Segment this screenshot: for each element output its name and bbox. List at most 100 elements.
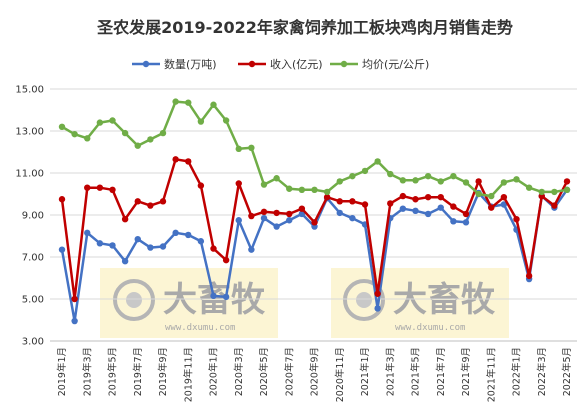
y-tick-label: 3.00: [22, 337, 44, 348]
legend-label-revenue: 收入(亿元): [270, 57, 323, 71]
data-point-revenue: [336, 198, 343, 205]
data-point-revenue: [450, 203, 457, 210]
data-point-price: [488, 192, 495, 200]
series-price: [58, 98, 571, 200]
x-tick-label: 2020年3月: [233, 347, 245, 396]
data-point-quantity: [437, 204, 444, 211]
data-point-price: [172, 98, 179, 105]
watermark-right-brand: 大畜牧: [393, 280, 496, 320]
data-point-price: [159, 129, 167, 137]
data-point-price: [210, 101, 217, 108]
data-point-revenue: [361, 201, 369, 208]
data-point-revenue: [374, 290, 381, 297]
y-tick-label: 5.00: [22, 295, 44, 306]
data-point-price: [525, 184, 533, 191]
data-point-price: [462, 179, 470, 186]
data-point-quantity: [462, 219, 470, 226]
data-point-price: [349, 172, 356, 180]
y-tick-label: 11.00: [15, 169, 44, 180]
data-point-revenue: [96, 184, 104, 191]
x-tick-label: 2020年1月: [208, 347, 220, 396]
data-point-price: [323, 188, 331, 196]
watermark-left-logo-icon: [113, 279, 155, 321]
watermark-left-logo-dot-icon: [126, 292, 142, 308]
data-point-quantity: [84, 229, 91, 237]
x-tick-label: 2022年5月: [561, 347, 573, 396]
data-point-price: [563, 186, 571, 193]
data-point-revenue: [210, 245, 217, 252]
x-tick-label: 2019年9月: [157, 347, 169, 396]
watermark-right: 大畜牧 www.dxumu.com: [331, 268, 509, 338]
data-point-revenue: [248, 212, 255, 220]
data-point-quantity: [500, 201, 508, 208]
data-point-revenue: [525, 272, 533, 280]
x-axis: 2019年1月 2019年3月 2019年5月 2019年7月 2019年9月 2019年…: [56, 347, 573, 402]
watermark-right-logo-icon: [343, 279, 385, 321]
legend-label-price: 均价(元/公斤): [362, 58, 429, 71]
data-point-quantity: [222, 293, 230, 301]
data-point-quantity: [109, 242, 116, 249]
data-point-price: [71, 130, 78, 138]
data-point-revenue: [121, 216, 129, 223]
legend-item-quantity: 数量(万吨): [132, 58, 217, 71]
data-point-quantity: [273, 223, 280, 230]
x-tick-label: 2021年1月: [359, 347, 371, 396]
x-tick-label: 2020年9月: [309, 347, 321, 396]
y-tick-label: 13.00: [15, 127, 44, 138]
data-point-revenue: [563, 178, 571, 185]
data-point-price: [298, 186, 306, 193]
data-point-quantity: [71, 317, 78, 325]
data-point-price: [286, 185, 293, 192]
data-point-quantity: [336, 209, 343, 217]
watermark-left: 大畜牧 www.dxumu.com: [100, 268, 278, 338]
data-point-price: [248, 144, 255, 151]
x-tick-label: 2019年1月: [56, 347, 68, 396]
data-point-price: [475, 190, 482, 198]
data-point-revenue: [197, 182, 205, 189]
data-point-price: [500, 179, 508, 186]
data-point-quantity: [96, 240, 104, 247]
data-point-revenue: [424, 193, 432, 201]
data-point-quantity: [424, 210, 432, 218]
data-point-revenue: [71, 295, 78, 303]
watermark-left-brand: 大畜牧: [163, 280, 266, 320]
data-point-price: [513, 176, 520, 183]
data-point-quantity: [147, 244, 154, 251]
gridlines: [50, 88, 577, 342]
data-point-quantity: [134, 235, 141, 243]
data-point-revenue: [323, 193, 331, 201]
data-point-price: [399, 177, 407, 184]
data-point-revenue: [159, 198, 167, 205]
x-tick-label: 2021年11月: [485, 347, 497, 402]
data-point-revenue: [172, 156, 179, 163]
data-point-quantity: [185, 231, 192, 239]
data-point-revenue: [488, 204, 495, 211]
data-point-quantity: [412, 207, 419, 214]
data-point-revenue: [387, 200, 394, 207]
y-axis: 3.00 5.00 7.00 9.00 11.00 13.00 15.00: [15, 85, 44, 348]
x-tick-label: 2019年3月: [81, 347, 93, 396]
data-point-quantity: [58, 246, 66, 253]
data-point-revenue: [311, 219, 318, 226]
data-point-quantity: [159, 243, 167, 250]
y-tick-label: 9.00: [22, 211, 44, 222]
data-point-revenue: [260, 208, 268, 216]
data-point-quantity: [197, 238, 205, 245]
data-point-revenue: [109, 186, 116, 193]
watermark-right-url: www.dxumu.com: [395, 323, 465, 333]
data-point-quantity: [235, 217, 242, 224]
data-point-price: [185, 99, 192, 106]
data-point-revenue: [462, 210, 470, 218]
data-point-price: [121, 129, 129, 137]
data-point-revenue: [399, 192, 407, 200]
x-tick-label: 2022年1月: [511, 347, 523, 396]
data-point-quantity: [349, 214, 356, 222]
x-tick-label: 2021年7月: [435, 347, 447, 396]
series-revenue: [58, 156, 571, 303]
data-point-quantity: [121, 258, 129, 265]
data-point-revenue: [185, 158, 192, 165]
data-point-quantity: [210, 292, 217, 300]
y-tick-label: 15.00: [15, 85, 44, 96]
